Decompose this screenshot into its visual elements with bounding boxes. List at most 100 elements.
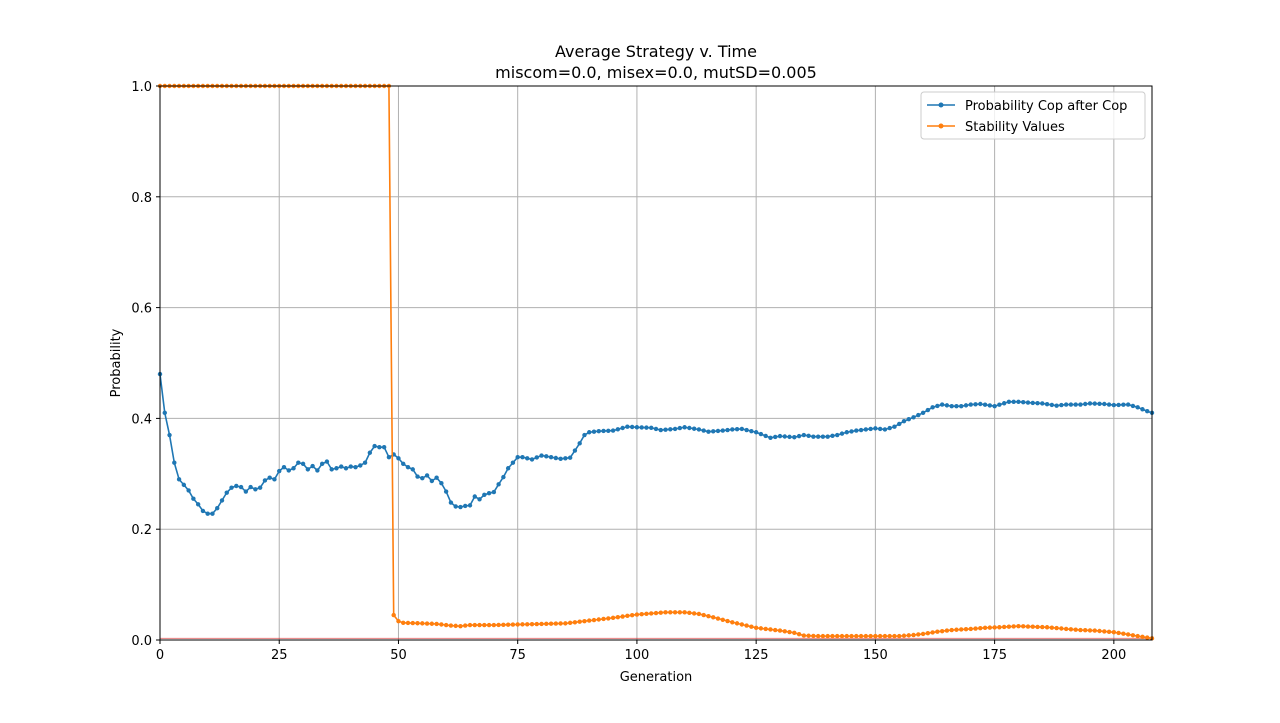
data-point-cop-after-cop — [887, 425, 892, 431]
data-point-cop-after-cop — [238, 484, 244, 490]
data-point-stability-values — [944, 628, 950, 633]
data-point-cop-after-cop — [1073, 402, 1078, 407]
data-point-stability-values — [439, 622, 444, 627]
data-point-cop-after-cop — [992, 404, 997, 409]
data-point-cop-after-cop — [1006, 399, 1012, 404]
data-point-cop-after-cop — [467, 503, 473, 508]
data-point-stability-values — [649, 611, 654, 616]
chart-subtitle: miscom=0.0, misex=0.0, mutSD=0.005 — [495, 63, 817, 82]
data-point-cop-after-cop — [734, 427, 740, 432]
data-point-stability-values — [844, 633, 849, 639]
data-point-cop-after-cop — [210, 511, 215, 516]
x-tick-label: 0 — [156, 648, 164, 663]
data-point-stability-values — [1116, 630, 1121, 636]
data-point-cop-after-cop — [334, 466, 339, 471]
data-point-cop-after-cop — [1092, 401, 1097, 406]
data-point-cop-after-cop — [625, 424, 630, 429]
data-point-cop-after-cop — [1140, 407, 1145, 412]
data-point-cop-after-cop — [1111, 402, 1117, 408]
data-point-stability-values — [472, 622, 477, 628]
data-point-cop-after-cop — [167, 432, 172, 438]
data-point-stability-values — [515, 622, 520, 627]
data-point-stability-values — [782, 629, 787, 634]
data-point-stability-values — [615, 614, 621, 620]
data-point-cop-after-cop — [324, 459, 330, 464]
data-point-cop-after-cop — [529, 457, 535, 462]
data-point-stability-values — [687, 610, 692, 616]
data-point-cop-after-cop — [515, 454, 520, 460]
data-point-cop-after-cop — [949, 404, 954, 409]
data-point-cop-after-cop — [711, 429, 716, 434]
data-point-stability-values — [854, 633, 859, 639]
data-point-cop-after-cop — [639, 425, 644, 430]
x-tick-label: 150 — [863, 648, 888, 663]
data-point-stability-values — [544, 621, 549, 627]
data-point-stability-values — [1025, 624, 1031, 629]
data-point-cop-after-cop — [257, 485, 263, 490]
data-point-cop-after-cop — [596, 428, 601, 434]
data-point-cop-after-cop — [792, 435, 797, 440]
data-point-cop-after-cop — [935, 403, 940, 409]
legend-swatch-marker-cop-after-cop — [938, 102, 944, 108]
data-point-cop-after-cop — [701, 428, 706, 433]
data-point-stability-values — [753, 625, 759, 631]
data-point-cop-after-cop — [420, 476, 425, 481]
legend-label-stability-values: Stability Values — [965, 120, 1065, 135]
data-point-stability-values — [773, 627, 778, 633]
data-point-stability-values — [1130, 633, 1136, 638]
data-point-stability-values — [548, 621, 554, 626]
data-point-stability-values — [939, 628, 945, 634]
data-point-stability-values — [391, 612, 396, 618]
data-point-stability-values — [443, 622, 449, 628]
data-point-cop-after-cop — [372, 443, 377, 449]
data-point-cop-after-cop — [415, 474, 420, 479]
data-point-cop-after-cop — [677, 425, 683, 431]
data-point-stability-values — [892, 633, 897, 639]
data-point-cop-after-cop — [300, 461, 306, 467]
data-point-cop-after-cop — [525, 456, 530, 461]
data-point-stability-values — [505, 622, 511, 627]
series-line-cop-after-cop — [159, 373, 1153, 515]
data-point-cop-after-cop — [696, 427, 702, 432]
data-point-cop-after-cop — [534, 455, 539, 460]
data-point-stability-values — [997, 625, 1002, 630]
x-tick-label: 25 — [271, 648, 288, 663]
data-point-cop-after-cop — [253, 487, 258, 492]
legend-entries: Probability Cop after Cop Stability Value… — [927, 99, 1127, 135]
data-point-cop-after-cop — [825, 434, 830, 439]
data-point-stability-values — [873, 633, 878, 639]
data-point-stability-values — [496, 622, 501, 628]
data-point-stability-values — [577, 619, 582, 624]
data-point-stability-values — [825, 633, 830, 639]
data-point-stability-values — [877, 633, 883, 639]
data-point-cop-after-cop — [1106, 402, 1112, 407]
data-point-cop-after-cop — [863, 427, 869, 432]
data-point-cop-after-cop — [725, 427, 730, 433]
x-tick-label: 75 — [509, 648, 526, 663]
data-point-stability-values — [1097, 628, 1102, 634]
data-point-cop-after-cop — [396, 456, 401, 461]
data-point-cop-after-cop — [849, 429, 854, 434]
data-point-stability-values — [501, 622, 506, 628]
data-point-cop-after-cop — [1016, 399, 1021, 404]
data-point-cop-after-cop — [501, 474, 506, 480]
data-point-stability-values — [882, 633, 888, 639]
data-point-stability-values — [835, 633, 840, 639]
data-point-cop-after-cop — [496, 482, 501, 487]
data-point-cop-after-cop — [1021, 399, 1026, 405]
data-point-stability-values — [749, 624, 754, 629]
data-point-stability-values — [901, 633, 907, 638]
data-point-cop-after-cop — [453, 504, 458, 509]
data-point-stability-values — [906, 633, 911, 638]
data-point-cop-after-cop — [463, 503, 468, 509]
plot-frame — [159, 85, 1153, 641]
y-tick-label: 0.0 — [131, 634, 152, 649]
data-point-cop-after-cop — [982, 402, 988, 407]
data-point-cop-after-cop — [272, 477, 277, 482]
y-tick-label: 0.8 — [131, 191, 152, 206]
data-point-stability-values — [1063, 626, 1069, 632]
data-point-stability-values — [653, 610, 659, 616]
data-point-cop-after-cop — [1049, 402, 1055, 408]
data-point-stability-values — [711, 615, 716, 620]
data-point-stability-values — [520, 622, 525, 627]
